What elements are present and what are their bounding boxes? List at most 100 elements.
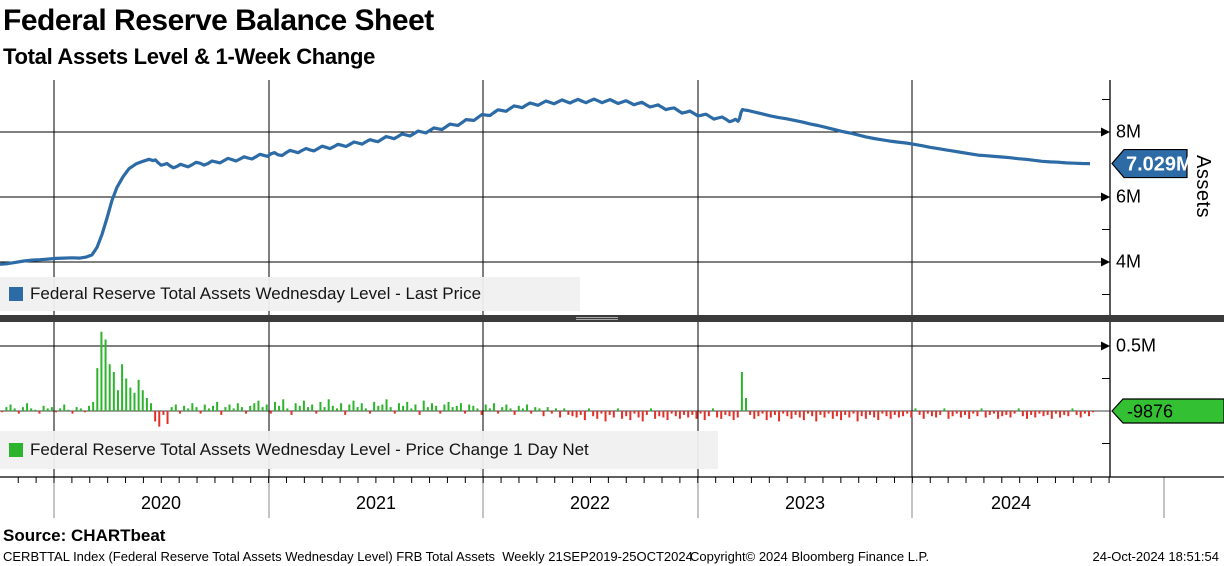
legend-last-price[interactable]: Federal Reserve Total Assets Wednesday L…: [0, 277, 580, 311]
change-bar: [563, 408, 566, 411]
change-bar: [278, 405, 281, 411]
change-bar: [265, 404, 268, 411]
change-bar: [579, 411, 582, 415]
change-bar: [307, 407, 310, 411]
legend-price-change-label: Federal Reserve Total Assets Wednesday L…: [30, 440, 589, 459]
change-bar: [459, 403, 462, 411]
change-bar: [150, 403, 153, 411]
change-bar: [868, 411, 871, 415]
change-bar: [348, 404, 351, 411]
change-bar: [381, 404, 384, 411]
change-bar: [1042, 411, 1045, 417]
change-bar: [282, 399, 285, 411]
change-bar: [92, 401, 95, 411]
change-bar: [811, 411, 814, 417]
change-bar: [232, 408, 235, 411]
change-bar: [443, 404, 446, 411]
change-bar: [290, 411, 293, 415]
change-bar: [369, 411, 372, 414]
panel-resize-handle-icon[interactable]: [576, 316, 618, 321]
change-bar: [745, 398, 748, 411]
change-bar: [67, 409, 70, 411]
change-bar: [782, 411, 785, 414]
change-bar: [228, 404, 231, 411]
change-bar: [881, 411, 884, 414]
change-bar: [807, 411, 809, 414]
change-bar: [360, 403, 363, 411]
change-bar: [542, 411, 545, 417]
change-bar: [50, 407, 53, 411]
change-bar: [83, 411, 86, 413]
change-bar: [195, 407, 198, 411]
x-axis-year-label-2022: 2022: [569, 493, 611, 513]
change-bar: [1005, 411, 1008, 415]
change-bar: [534, 407, 537, 411]
change-bar: [245, 411, 248, 414]
change-bar: [451, 407, 454, 411]
change-bar: [5, 407, 8, 411]
y-tick-label-4M: 4M: [1116, 251, 1142, 272]
change-bar: [1, 411, 4, 413]
change-bar: [1038, 411, 1041, 414]
change-bar: [21, 407, 24, 411]
change-bar: [988, 411, 991, 415]
change-bar: [364, 408, 367, 411]
change-bar: [435, 405, 438, 411]
change-bar: [166, 411, 169, 424]
change-bar: [1034, 411, 1037, 418]
change-bar: [740, 372, 743, 411]
change-bar: [600, 411, 603, 414]
change-bar: [848, 411, 851, 418]
change-bar: [17, 411, 20, 414]
change-bar: [410, 408, 413, 411]
gridline-6M-arrow-icon: [1101, 192, 1110, 202]
change-bar: [406, 401, 409, 411]
change-bar: [521, 408, 524, 411]
change-bar: [976, 411, 979, 417]
change-bar: [488, 408, 491, 411]
change-bar: [203, 404, 206, 411]
change-bar: [530, 411, 533, 414]
change-bar: [402, 405, 405, 411]
change-bar: [815, 411, 818, 422]
change-bar: [670, 411, 673, 414]
change-bar: [13, 408, 16, 411]
last-price-badge: [1111, 148, 1188, 179]
change-bar: [592, 411, 595, 417]
change-bar: [240, 407, 243, 411]
change-bar: [654, 411, 657, 419]
change-bar: [397, 403, 400, 411]
change-bar: [662, 411, 665, 418]
change-bar: [922, 411, 925, 419]
change-bar: [249, 405, 252, 411]
change-bar: [253, 403, 256, 411]
change-bar: [588, 408, 591, 411]
change-bar: [1087, 411, 1090, 417]
change-bar: [505, 404, 508, 411]
change-bar: [749, 411, 752, 415]
change-bar: [191, 403, 194, 411]
change-bar: [794, 411, 797, 415]
change-bar: [356, 407, 359, 411]
legend-price-change[interactable]: Federal Reserve Total Assets Wednesday L…: [0, 431, 718, 469]
last-change-badge: [1111, 398, 1224, 424]
change-bar: [1050, 411, 1053, 419]
y-axis-title-assets: Assets: [1192, 155, 1214, 219]
change-bar: [162, 411, 165, 415]
change-bar: [897, 411, 900, 418]
gridline-4M-arrow-icon: [1101, 257, 1110, 267]
change-bar: [955, 411, 958, 414]
change-bar: [323, 407, 326, 411]
change-bar: [992, 411, 995, 414]
change-bar: [141, 390, 144, 411]
change-bar: [1013, 411, 1016, 414]
change-bar: [426, 407, 429, 411]
change-bar: [906, 411, 909, 414]
change-bar: [571, 411, 574, 417]
change-bar: [116, 390, 119, 411]
change-bar: [468, 404, 471, 411]
change-bar: [212, 405, 214, 411]
change-bar: [637, 411, 640, 418]
